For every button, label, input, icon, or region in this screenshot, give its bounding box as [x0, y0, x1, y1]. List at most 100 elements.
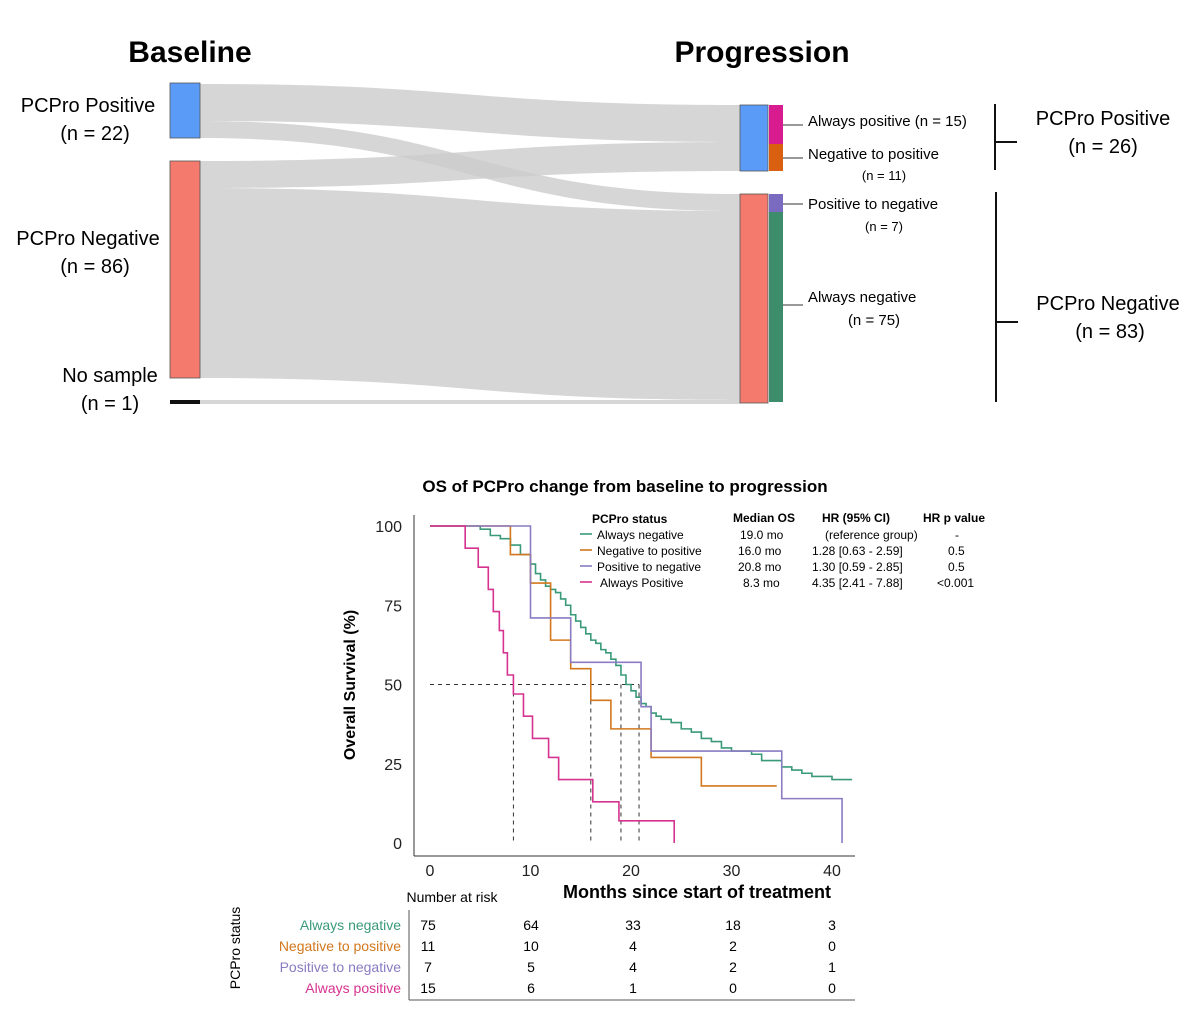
- risk-cell: 0: [828, 938, 836, 954]
- y-tick-label: 75: [384, 598, 402, 615]
- km-series-positive-to-negative: [430, 525, 843, 843]
- legend-head-status: PCPro status: [592, 512, 668, 526]
- legend-name: Negative to positive: [597, 544, 702, 558]
- risk-row-name: Always positive: [305, 980, 401, 996]
- count-always-negative: (n = 75): [848, 312, 900, 329]
- legend-hr: 1.28 [0.63 - 2.59]: [812, 544, 903, 558]
- y-tick-label: 100: [375, 519, 402, 536]
- legend-hr: (reference group): [825, 528, 918, 542]
- legend-median: 19.0 mo: [740, 528, 784, 542]
- risk-cell: 15: [420, 980, 436, 996]
- count-positive-to-negative: (n = 7): [865, 219, 903, 234]
- legend-row: Always negative 19.0 mo (reference group…: [580, 528, 959, 542]
- x-ticks: 0 10 20 30 40: [426, 863, 841, 880]
- median-lines: [430, 684, 640, 841]
- risk-cell: 1: [828, 959, 836, 975]
- node-baseline-negative: [169, 160, 201, 379]
- node-progression-positive: [739, 104, 769, 172]
- flow-negative-to-positive: [200, 142, 740, 188]
- label-baseline-negative: PCPro Negative: [16, 228, 159, 250]
- legend-head-median: Median OS: [733, 511, 795, 525]
- bar-always-positive: [769, 105, 783, 144]
- label-always-negative: Always negative: [808, 289, 916, 306]
- risk-cell: 6: [527, 980, 535, 996]
- legend-median: 16.0 mo: [738, 544, 782, 558]
- legend-hr: 4.35 [2.41 - 7.88]: [812, 576, 903, 590]
- risk-cell: 3: [828, 917, 836, 933]
- x-tick-label: 30: [723, 863, 741, 880]
- y-ticks: 0 25 50 75 100: [375, 519, 402, 853]
- risk-row: Negative to positive 11 10 4 2 0: [279, 938, 836, 954]
- risk-cell: 10: [523, 938, 539, 954]
- risk-cell: 2: [729, 938, 737, 954]
- x-axis-label: Months since start of treatment: [563, 882, 831, 902]
- legend-row: Positive to negative 20.8 mo 1.30 [0.59 …: [580, 560, 965, 574]
- x-tick-label: 10: [522, 863, 540, 880]
- label-negative-to-positive: Negative to positive: [808, 146, 939, 163]
- km-title: OS of PCPro change from baseline to prog…: [422, 477, 827, 496]
- count-negative-to-positive: (n = 11): [862, 168, 906, 183]
- legend: PCPro status Median OS HR (95% CI) HR p …: [580, 511, 985, 590]
- y-tick-label: 50: [384, 678, 402, 695]
- risk-cell: 0: [729, 980, 737, 996]
- legend-median: 8.3 mo: [743, 576, 780, 590]
- legend-row: Negative to positive 16.0 mo 1.28 [0.63 …: [580, 544, 965, 558]
- legend-p: 0.5: [948, 544, 965, 558]
- risk-row-name: Always negative: [300, 917, 401, 933]
- bracket-negative: [995, 192, 1018, 402]
- bar-always-negative: [769, 212, 783, 402]
- legend-name: Always negative: [597, 528, 684, 542]
- risk-cell: 5: [527, 959, 535, 975]
- baseline-title: Baseline: [128, 36, 251, 69]
- risk-cell: 2: [729, 959, 737, 975]
- y-tick-label: 25: [384, 757, 402, 774]
- risk-row-name: Positive to negative: [280, 959, 402, 975]
- legend-p: 0.5: [948, 560, 965, 574]
- series-lines: [430, 525, 853, 843]
- x-tick-label: 0: [426, 863, 435, 880]
- bar-positive-to-negative: [769, 194, 783, 212]
- bar-negative-to-positive: [769, 144, 783, 171]
- risk-table: Number at risk PCPro status Always negat…: [227, 889, 855, 1001]
- km-series-always-negative: [430, 525, 853, 781]
- count-baseline-positive: (n = 22): [60, 123, 129, 145]
- legend-head-hr: HR (95% CI): [822, 511, 890, 525]
- flow-positive-to-positive: [200, 84, 740, 142]
- risk-cell: 4: [629, 938, 637, 954]
- risk-row: Always negative 75 64 33 18 3: [300, 917, 836, 933]
- legend-hr: 1.30 [0.59 - 2.85]: [812, 560, 903, 574]
- risk-cell: 11: [421, 938, 436, 954]
- risk-table-title: Number at risk: [406, 889, 498, 905]
- label-baseline-positive: PCPro Positive: [21, 95, 156, 117]
- count-group-positive: (n = 26): [1068, 136, 1137, 158]
- risk-cell: 1: [629, 980, 637, 996]
- risk-row-name: Negative to positive: [279, 938, 401, 954]
- node-baseline-positive: [169, 82, 201, 139]
- risk-cell: 33: [625, 917, 641, 933]
- legend-p: -: [955, 528, 959, 542]
- risk-row: Always positive 15 6 1 0 0: [305, 980, 836, 996]
- count-baseline-negative: (n = 86): [60, 256, 129, 278]
- risk-cell: 75: [420, 917, 436, 933]
- node-baseline-nosample: [170, 400, 200, 404]
- legend-name: Always Positive: [600, 576, 684, 590]
- legend-head-p: HR p value: [923, 511, 985, 525]
- km-chart: OS of PCPro change from baseline to prog…: [342, 477, 985, 902]
- legend-p: <0.001: [937, 576, 974, 590]
- sankey-diagram: Baseline Progression PCPro Positive (n =…: [16, 36, 1179, 415]
- count-no-sample: (n = 1): [81, 393, 139, 415]
- x-tick-label: 40: [823, 863, 841, 880]
- flow-negative-to-negative: [200, 188, 740, 400]
- count-group-negative: (n = 83): [1075, 321, 1144, 343]
- label-group-negative: PCPro Negative: [1036, 293, 1179, 315]
- risk-row: Positive to negative 7 5 4 2 1: [280, 959, 837, 975]
- legend-name: Positive to negative: [597, 560, 701, 574]
- label-group-positive: PCPro Positive: [1036, 108, 1171, 130]
- y-axis-label: Overall Survival (%): [342, 610, 359, 760]
- risk-cell: 4: [629, 959, 637, 975]
- flow-nosample-to-negative: [200, 400, 740, 404]
- x-tick-label: 20: [622, 863, 640, 880]
- bracket-positive: [994, 104, 1017, 170]
- legend-median: 20.8 mo: [738, 560, 782, 574]
